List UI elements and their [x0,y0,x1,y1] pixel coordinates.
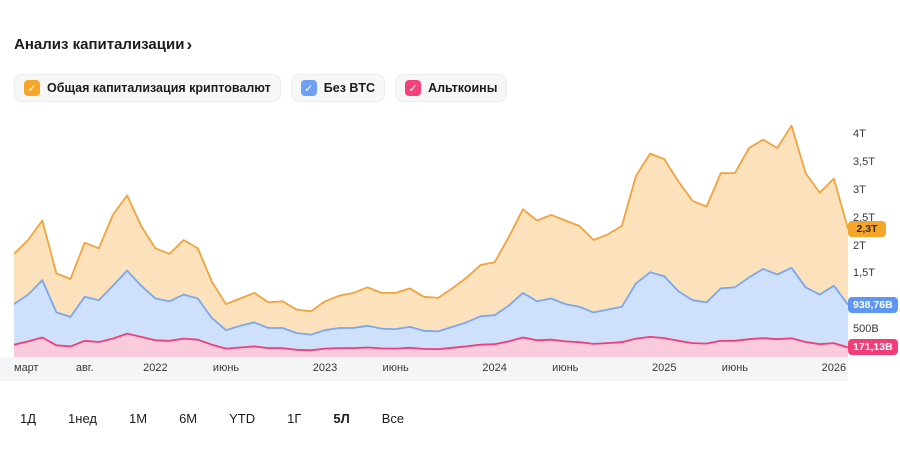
y-axis-label: 3,5T [853,155,876,168]
legend-label: Без BTC [323,81,376,95]
x-axis-label: июнь [212,362,240,374]
checkbox-checked-icon: ✓ [24,80,40,96]
chevron-right-icon: › [186,35,193,54]
y-axis-label: 2,5T [853,211,876,224]
series-area-1 [14,267,848,357]
range-selector: 1Д 1нед 1М 6М YTD 1Г 5Л Все [8,402,416,435]
range-button-5Л[interactable]: 5Л [321,402,361,435]
x-axis-label: 2025 [651,362,677,374]
legend-chip-0[interactable]: ✓ Общая капитализация криптовалют [14,74,281,102]
section-title-link[interactable]: Анализ капитализации › [14,36,192,53]
checkbox-checked-icon: ✓ [300,80,317,96]
range-button-YTD[interactable]: YTD [217,402,267,435]
y-axis-label: 2T [853,239,866,252]
legend-label: Общая капитализация криптовалют [47,81,271,95]
market-cap-area-chart[interactable] [14,114,848,357]
y-axis-label: 1,5T [853,267,876,280]
legend-chip-1[interactable]: ✓ Без BTC [290,74,386,102]
y-axis-label: 3T [853,183,866,196]
x-axis-label: 2024 [482,362,507,374]
range-button-1Д[interactable]: 1Д [8,402,48,435]
series-line-2 [14,332,848,352]
x-axis-label: 2022 [143,362,168,374]
current-value-badge-1: 938,76B [848,296,898,313]
range-button-1нед[interactable]: 1нед [56,402,109,435]
legend-label: Альткоины [428,81,498,95]
x-axis-label: 2023 [312,362,338,374]
range-button-6М[interactable]: 6М [167,402,209,435]
x-axis-label: июнь [552,362,579,374]
range-button-Все[interactable]: Все [370,402,416,435]
legend-chip-2[interactable]: ✓ Альткоины [395,74,508,102]
current-value-badge-0: 2,3T [848,220,886,237]
y-axis-label: 4T [853,128,866,141]
current-value-badge-2: 171,13B [848,339,898,356]
legend: ✓ Общая капитализация криптовалют ✓ Без BTC… [14,74,508,102]
y-axis-label: 500B [853,323,879,336]
x-axis-label: июнь [721,362,749,374]
range-button-1Г[interactable]: 1Г [275,402,313,435]
x-axis-label: авг. [75,362,94,374]
x-axis-label: март [14,362,39,374]
x-axis-label: июнь [382,362,409,374]
series-area-2 [14,333,848,357]
x-axis: март авг. 2022 июнь 2023 июнь 2024 июнь 2025 июнь… [0,357,848,381]
x-axis-label: 2026 [821,362,847,374]
checkbox-checked-icon: ✓ [405,80,422,96]
page-title: Анализ капитализации [14,36,185,53]
series-line-0 [14,124,848,313]
series-line-1 [14,266,848,336]
range-button-1М[interactable]: 1М [117,402,159,435]
